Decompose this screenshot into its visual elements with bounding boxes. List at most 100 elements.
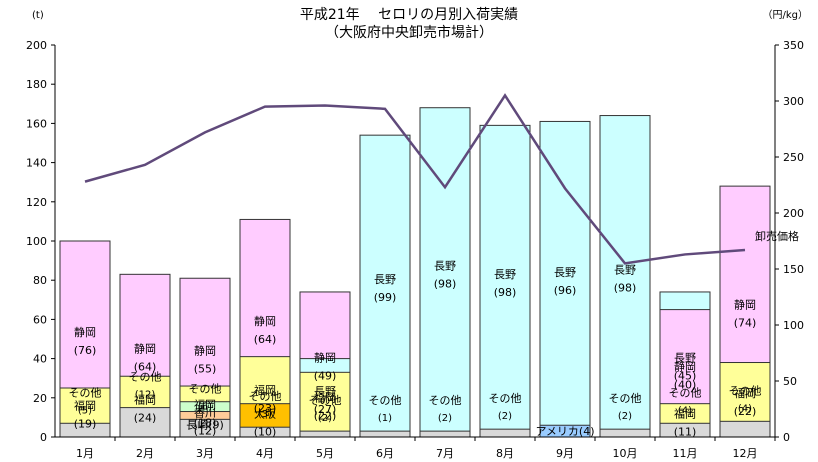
- bar-label-pct: (76): [74, 344, 97, 357]
- bar-label-origin: 福岡: [134, 393, 156, 407]
- bar-segment: [479, 124, 531, 438]
- bar-segment: [599, 115, 651, 438]
- bar-label-pct: (99): [374, 291, 397, 304]
- bar-label-pct: (10): [254, 425, 277, 438]
- right-axis-unit: （円/kg）: [762, 9, 808, 21]
- x-tick-label: 9月: [556, 447, 574, 460]
- bar-label-other-pct: (6): [198, 401, 212, 412]
- bar-label-pct: (22): [314, 410, 337, 423]
- bar-label-origin: 長野: [554, 266, 576, 279]
- bar-label-other: その他: [429, 394, 462, 407]
- bar-label-other: その他: [489, 392, 522, 405]
- bar-label-other-pct: (2): [318, 413, 332, 424]
- bar-label-pct: (45): [674, 369, 697, 382]
- bar-label-pct: (24): [134, 412, 157, 425]
- left-tick-label: 120: [26, 196, 47, 209]
- x-tick-label: 12月: [733, 447, 758, 460]
- bar-segment: [479, 428, 531, 438]
- bar-label-origin: 長野: [674, 351, 696, 364]
- bar-label-origin: 香川: [194, 406, 216, 419]
- bar-label-pct: (96): [554, 284, 577, 297]
- bar-label-pct: (49): [314, 369, 337, 382]
- right-tick-label: 50: [783, 375, 797, 388]
- bar-label-other: その他: [69, 386, 102, 399]
- bar-label-pct: (23): [254, 402, 277, 415]
- bar-label-other-pct: (2): [618, 411, 632, 422]
- bar-label-origin: 静岡: [734, 298, 756, 312]
- bar-label-origin: 静岡: [674, 359, 696, 373]
- right-tick-label: 100: [783, 319, 804, 332]
- right-tick-label: 150: [783, 263, 804, 276]
- x-tick-label: 3月: [196, 447, 214, 460]
- bar-label-origin: 長野: [494, 268, 516, 281]
- right-tick-label: 250: [783, 151, 804, 164]
- left-tick-label: 40: [33, 353, 47, 366]
- bar-label-other-pct: (12): [135, 390, 156, 401]
- left-tick-label: 0: [40, 431, 47, 444]
- bar-segment: [719, 420, 771, 438]
- bar-segment: [599, 428, 651, 438]
- x-tick-label: 10月: [613, 447, 638, 460]
- x-tick-label: 4月: [256, 447, 274, 460]
- x-tick-label: 7月: [436, 447, 454, 460]
- x-tick-label: 2月: [136, 447, 154, 460]
- bar-label-pct: (22): [734, 405, 757, 418]
- right-tick-label: 300: [783, 95, 804, 108]
- bar-label-other-pct: (2): [498, 411, 512, 422]
- x-tick-label: 8月: [496, 447, 514, 460]
- bar-label-origin: 長野: [614, 263, 636, 276]
- bar-label-other: その他: [309, 394, 342, 407]
- bar-label-pct: (64): [134, 361, 157, 374]
- bar-label-origin: 福岡: [254, 383, 276, 397]
- price-line-label: 卸売価格: [755, 229, 799, 243]
- axes-group: 0 20 40 60 80 100 120 140 160 180 200 0 50 100 150 200 2…: [26, 39, 804, 460]
- bar-segment: [359, 430, 411, 438]
- bar-label-group: 静岡(76)福岡(19)その他(5)静岡(64)福岡(24)その他(12)静岡(…: [69, 259, 762, 438]
- bar-label-other: その他: [129, 371, 162, 384]
- bar-label-origin: 福岡: [674, 406, 696, 420]
- bar-label-pct: (98): [494, 286, 517, 299]
- bar-label-pct: (64): [254, 333, 277, 346]
- bar-label-origin: 長野: [374, 273, 396, 286]
- bar-label-other: その他: [369, 394, 402, 407]
- bar-segment: [419, 430, 471, 438]
- bar-label-other: その他: [609, 392, 642, 405]
- price-line: [84, 93, 746, 265]
- bar-label-pct: (11): [674, 425, 697, 438]
- left-tick-label: 80: [33, 274, 47, 287]
- bar-label-pct: (74): [734, 317, 757, 330]
- bar-label-other-pct: (4): [678, 405, 692, 416]
- bar-label-origin: 静岡: [74, 325, 96, 339]
- bar-label-inline: 長崎(9): [186, 417, 224, 431]
- bar-segment: [299, 430, 351, 438]
- bar-label-pct: (40): [674, 378, 697, 391]
- left-tick-label: 20: [33, 392, 47, 405]
- left-tick-label: 180: [26, 78, 47, 91]
- bar-label-pct: (98): [434, 277, 457, 290]
- bar-label-other-pct: (5): [78, 405, 92, 416]
- x-tick-label: 6月: [376, 447, 394, 460]
- bar-label-pct: (98): [614, 281, 637, 294]
- bar-label-other-pct: (4): [738, 403, 752, 414]
- bar-label-pct: (19): [74, 418, 97, 431]
- bar-label-other: その他: [249, 390, 282, 403]
- bar-label-other-pct: (3): [258, 409, 272, 420]
- x-tick-label: 1月: [76, 447, 94, 460]
- bar-group: [59, 107, 771, 438]
- bar-label-pct: (18): [194, 417, 217, 430]
- bar-segment: [539, 120, 591, 438]
- bar-label-origin: 福岡: [194, 398, 216, 412]
- chart-title: 平成21年 セロリの月別入荷実績: [300, 7, 518, 23]
- right-tick-label: 200: [783, 207, 804, 220]
- bar-label-pct: (27): [314, 403, 337, 416]
- bar-label-inline: アメリカ(4): [535, 425, 594, 438]
- bar-label-origin: 福岡: [74, 399, 96, 413]
- bar-label-other: その他: [189, 382, 222, 395]
- bar-label-origin: 静岡: [314, 350, 336, 364]
- bar-label-origin: 静岡: [254, 314, 276, 328]
- bar-label-other: その他: [669, 386, 702, 399]
- left-axis-unit: (t): [32, 10, 44, 21]
- left-tick-label: 140: [26, 157, 47, 170]
- right-tick-label: 350: [783, 39, 804, 52]
